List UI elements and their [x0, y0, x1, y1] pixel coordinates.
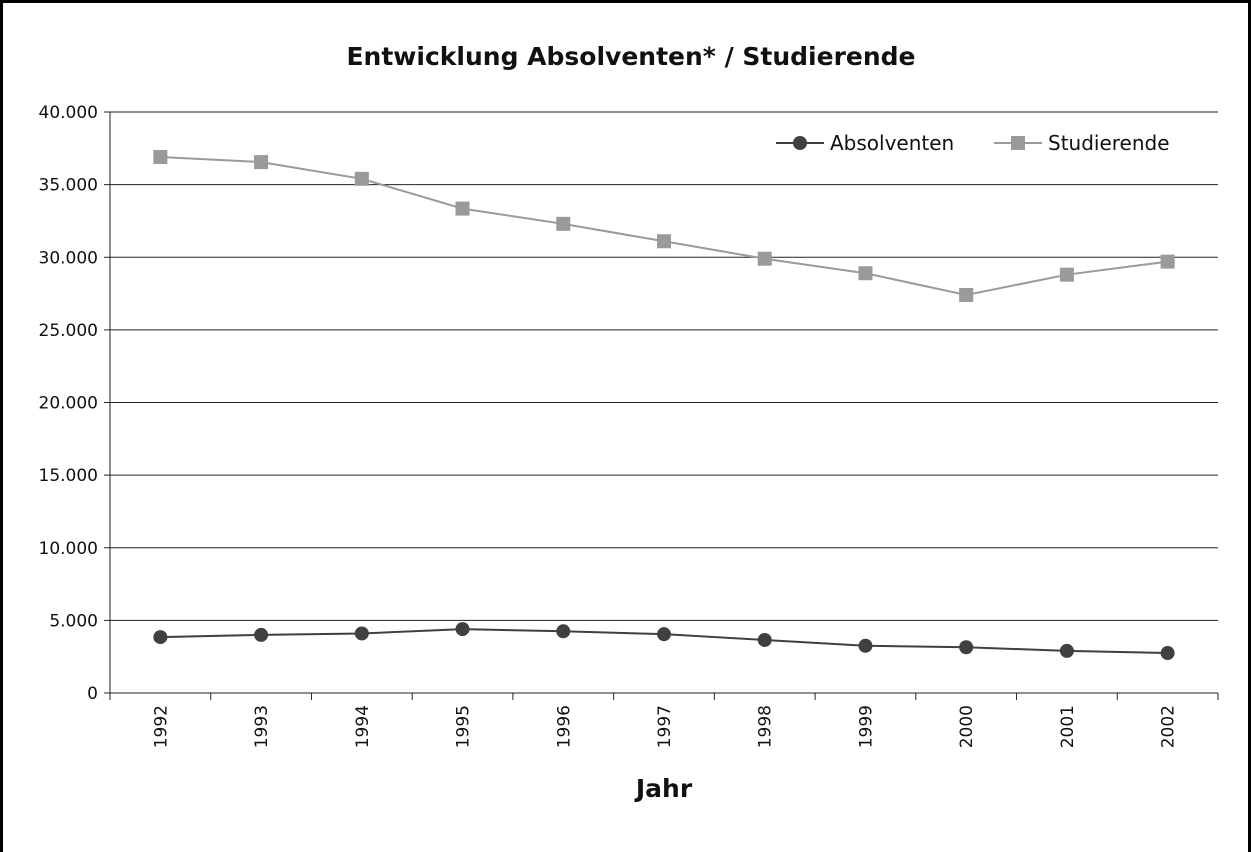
series-line-studierende — [160, 156, 1168, 297]
x-tick-label: 1997 — [655, 705, 675, 748]
y-tick-label: 15.000 — [39, 466, 98, 486]
y-axis-ticks: 0 5.000 10.000 15.000 20.000 25.000 30.000 35.0… — [39, 103, 110, 704]
x-axis-title: Jahr — [634, 774, 693, 803]
data-point-studierende — [657, 234, 671, 249]
legend: Absolventen Studierende — [776, 131, 1170, 155]
data-point-studierende — [455, 201, 470, 216]
y-tick-label: 5.000 — [49, 611, 98, 631]
data-point-absolventen — [1160, 646, 1175, 661]
data-point-studierende — [1059, 267, 1074, 282]
data-point-absolventen — [354, 626, 369, 641]
y-tick-label: 25.000 — [39, 321, 98, 341]
x-tick-label: 1992 — [151, 705, 171, 748]
data-point-studierende — [254, 155, 269, 170]
chart-title: Entwicklung Absolventen* / Studierende — [346, 42, 915, 71]
data-point-absolventen — [455, 622, 470, 637]
data-point-absolventen — [1059, 643, 1074, 658]
data-point-absolventen — [959, 640, 974, 655]
data-point-studierende — [959, 288, 974, 303]
data-point-absolventen — [657, 627, 671, 642]
x-tick-label: 1998 — [756, 705, 776, 748]
x-tick-label: 1994 — [353, 705, 373, 748]
y-tick-label: 40.000 — [39, 103, 98, 123]
gridlines — [110, 111, 1218, 621]
data-point-absolventen — [757, 632, 772, 647]
data-point-studierende — [757, 251, 772, 266]
x-tick-label: 2002 — [1159, 705, 1179, 748]
data-point-absolventen — [556, 624, 571, 639]
legend-marker-studierende — [1011, 136, 1025, 150]
y-tick-label: 30.000 — [39, 248, 98, 268]
legend-marker-absolventen — [793, 136, 807, 150]
y-tick-label: 10.000 — [39, 539, 98, 559]
data-point-studierende — [1160, 254, 1175, 269]
x-tick-label: 2001 — [1058, 705, 1078, 748]
data-point-studierende — [556, 216, 571, 231]
legend-label-absolventen: Absolventen — [830, 131, 954, 155]
data-point-studierende — [354, 171, 369, 186]
data-point-studierende — [153, 150, 168, 165]
data-point-absolventen — [254, 627, 269, 642]
data-point-studierende — [858, 266, 873, 281]
x-tick-label: 1995 — [454, 705, 474, 748]
series-group — [153, 150, 1175, 661]
x-tick-label: 1999 — [856, 705, 876, 748]
x-tick-label: 1993 — [252, 705, 272, 748]
y-tick-label: 35.000 — [39, 176, 98, 196]
x-tick-label: 1996 — [554, 705, 574, 748]
y-tick-label: 20.000 — [39, 394, 98, 414]
legend-label-studierende: Studierende — [1048, 131, 1170, 155]
data-point-absolventen — [858, 638, 873, 653]
x-axis-ticks: 1992 1993 1994 1995 1996 1997 1998 1999 2000 2001… — [109, 693, 1219, 748]
x-tick-label: 2000 — [957, 705, 977, 748]
y-tick-label: 0 — [87, 684, 98, 704]
data-point-absolventen — [153, 630, 168, 645]
